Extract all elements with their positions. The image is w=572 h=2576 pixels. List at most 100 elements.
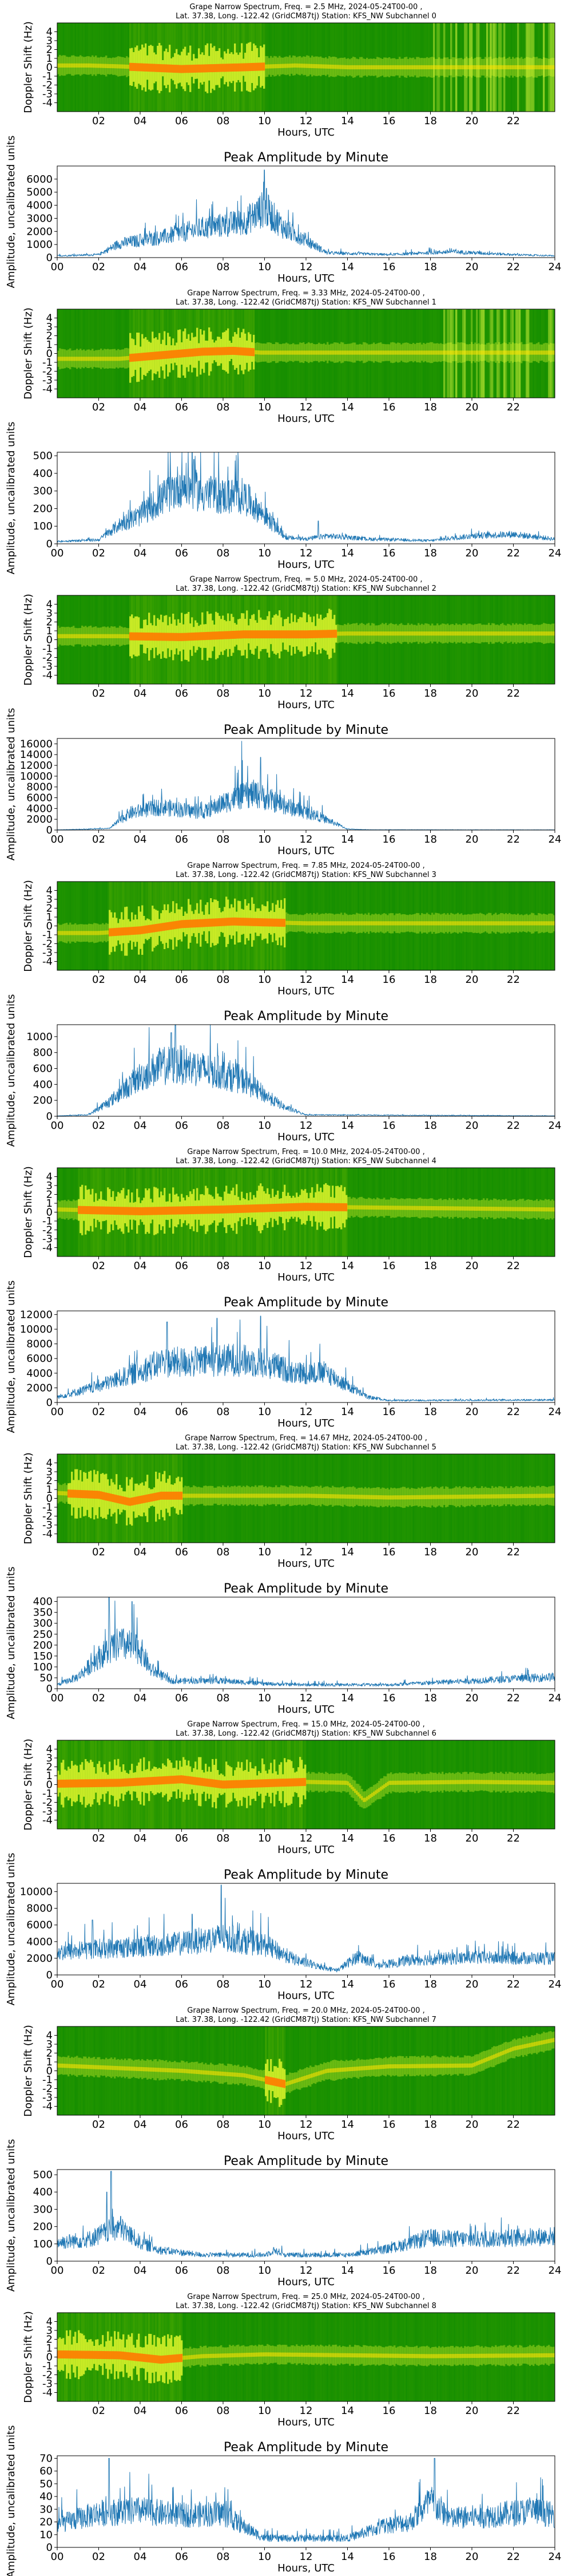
spectrum-trace-4	[529, 1207, 531, 1211]
spectrum-trace-0	[368, 65, 370, 70]
spectrum-trace-1	[141, 353, 144, 361]
spectrum-y-tick-label-2: -3	[42, 661, 53, 673]
spectrum-column-2	[378, 595, 380, 684]
spectrum-column-3	[354, 882, 356, 970]
spectrum-trace-3	[445, 921, 447, 926]
spectrum-trace-0	[98, 64, 101, 68]
spectrum-trace-0	[210, 64, 212, 73]
spectrum-column-3	[104, 882, 106, 970]
spectrum-trace-0	[74, 63, 77, 68]
spectrum-trace-0	[390, 65, 392, 70]
spectrum-trace-1	[507, 350, 509, 355]
spectrum-trace-0	[215, 64, 217, 72]
spectrum-column-3	[296, 882, 298, 970]
spectrum-column-1	[64, 309, 66, 398]
spectrum-trace-2	[220, 631, 223, 639]
spectrum-trace-2	[299, 630, 301, 639]
spectrum-x-tick-label-3: 12	[300, 974, 313, 986]
spectrum-column-2	[512, 595, 514, 684]
spectrum-y-axis-label-3: Doppler Shift (Hz)	[22, 880, 34, 972]
spectrum-trace-3	[119, 927, 121, 936]
spectrum-trace-2	[478, 631, 480, 636]
spectrum-trace-3	[121, 927, 123, 936]
spectrum-trace-4	[459, 1206, 461, 1211]
spectrum-trace-3	[164, 922, 166, 931]
spectrum-trace-0	[186, 65, 188, 73]
spectrum-x-axis-label-2: Hours, UTC	[277, 699, 335, 711]
spectrum-column-2	[83, 595, 85, 684]
spectrum-trace-2	[543, 631, 545, 636]
spectrum-column-3	[460, 882, 463, 970]
spectrum-trace-4	[376, 1205, 379, 1210]
spectrum-trace-4	[263, 1204, 265, 1212]
spectrum-trace-0	[126, 64, 128, 69]
spectrum-column-1	[80, 309, 82, 398]
spectrum-column-2	[102, 595, 104, 684]
spectrum-column-1	[73, 309, 75, 398]
spectrum-trace-3	[460, 921, 463, 926]
amplitude-y-tick-label-0: 2000	[26, 226, 53, 238]
spectrum-trace-0	[460, 65, 463, 70]
spectrum-trace-1	[301, 350, 303, 355]
spectrum-trace-3	[133, 927, 135, 935]
spectrum-trace-0	[148, 64, 150, 72]
spectrum-column-2	[340, 595, 343, 684]
amplitude-y-tick-label-3: 1000	[26, 1031, 53, 1043]
spectrum-x-tick-label-0: 16	[383, 115, 396, 127]
spectrum-column-4	[445, 1168, 447, 1257]
spectrum-trace-2	[172, 633, 174, 641]
amplitude-y-tick-label-0: 0	[46, 252, 53, 264]
spectrum-column-2	[505, 595, 507, 684]
spectrum-columns-0	[57, 23, 555, 112]
spectrum-column-3	[328, 882, 331, 970]
spectrum-trace-2	[418, 631, 420, 636]
spectrum-y-tick-label-4: 3	[46, 1180, 53, 1192]
spectrum-trace-1	[464, 350, 466, 355]
spectrum-x-tick-label-0: 04	[134, 115, 147, 127]
spectrum-column-4	[526, 1168, 528, 1257]
spectrum-trace-2	[505, 631, 507, 636]
spectrum-column-3	[515, 882, 518, 970]
spectrum-trace-3	[531, 921, 533, 926]
spectrum-trace-0	[503, 65, 506, 70]
spectrum-trace-0	[59, 63, 61, 68]
spectrum-trace-4	[418, 1206, 420, 1210]
spectrum-trace-4	[121, 1207, 123, 1215]
spectrum-trace-2	[176, 633, 178, 641]
spectrum-column-4	[510, 1168, 513, 1257]
spectrum-column-3	[86, 882, 89, 970]
spectrum-x-tick-label-3: 10	[258, 974, 271, 986]
spectrum-column-3	[311, 882, 313, 970]
spectrum-column-4	[433, 1168, 435, 1257]
spectrum-trace-3	[210, 918, 212, 927]
spectrum-trace-3	[176, 920, 178, 929]
spectrum-trace-2	[112, 634, 114, 638]
spectrum-trace-3	[486, 921, 488, 926]
spectrum-trace-4	[296, 1203, 298, 1211]
spectrum-subtitle-4: Lat. 37.38, Long. -122.42 (GridCM87tj) S…	[176, 1157, 436, 1165]
spectrum-trace-3	[201, 919, 204, 927]
spectrum-trace-0	[104, 64, 106, 68]
spectrum-trace-3	[241, 918, 243, 926]
spectrum-trace-4	[321, 1203, 324, 1211]
spectrum-trace-0	[172, 65, 174, 73]
spectrum-trace-2	[157, 633, 159, 641]
spectrum-trace-2	[373, 631, 375, 636]
spectrum-trace-4	[85, 1206, 87, 1214]
spectrum-trace-3	[505, 921, 507, 926]
spectrum-column-4	[447, 1168, 449, 1257]
spectrum-trace-2	[462, 631, 464, 636]
spectrum-column-4	[462, 1168, 464, 1257]
spectrum-subtitle-3: Lat. 37.38, Long. -122.42 (GridCM87tj) S…	[176, 871, 436, 879]
spectrum-trace-2	[536, 631, 538, 636]
spectrum-trace-4	[186, 1206, 188, 1215]
spectrum-trace-4	[450, 1206, 452, 1211]
spectrum-trace-0	[222, 64, 224, 72]
spectrum-column-3	[550, 882, 552, 970]
spectrum-trace-2	[253, 630, 255, 639]
spectrum-column-4	[486, 1168, 488, 1257]
spectrum-trace-0	[313, 64, 315, 69]
spectrum-trace-4	[534, 1207, 537, 1212]
spectrum-trace-3	[339, 921, 341, 926]
